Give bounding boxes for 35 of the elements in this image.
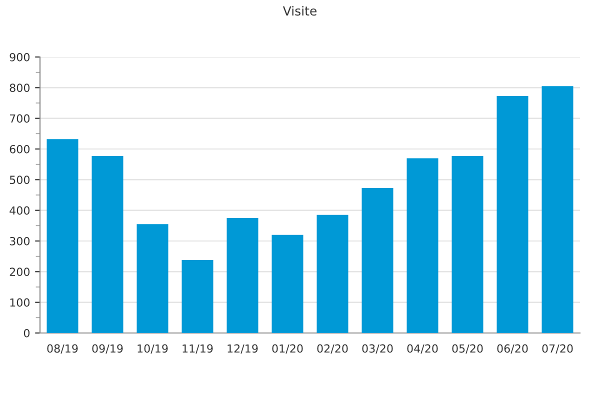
bar — [182, 260, 214, 333]
y-tick-label: 400 — [10, 206, 30, 215]
y-tick-label: 300 — [10, 236, 30, 246]
bar — [316, 214, 348, 333]
bar — [452, 156, 484, 333]
chart-title: Visite — [282, 6, 316, 16]
bar — [496, 96, 528, 333]
x-tick-label: 07/20 — [542, 344, 573, 354]
x-tick-label: 05/20 — [452, 344, 483, 354]
bar — [272, 234, 304, 333]
x-tick-label: 09/19 — [92, 344, 123, 354]
bar — [226, 218, 258, 333]
x-tick-label: 01/20 — [272, 344, 303, 354]
y-tick-label: 900 — [10, 52, 30, 62]
y-tick-label: 200 — [10, 268, 30, 276]
y-tick-label: 600 — [10, 144, 30, 154]
x-tick-label: 06/20 — [497, 344, 528, 354]
y-tick-label: 0 — [24, 328, 30, 338]
x-tick-label: 02/20 — [317, 344, 348, 354]
x-tick-label: 12/19 — [228, 344, 258, 354]
x-tick-label: 03/20 — [362, 344, 393, 354]
bar — [542, 86, 574, 333]
x-tick-label: 10/19 — [138, 344, 168, 354]
bar — [136, 224, 168, 333]
x-tick-label: 11/19 — [182, 344, 213, 354]
y-tick-label: 100 — [10, 298, 30, 307]
y-tick-label: 500 — [10, 176, 30, 184]
y-tick-label: 800 — [10, 84, 30, 92]
bar — [406, 158, 438, 333]
x-tick-label: 04/20 — [407, 344, 438, 354]
bar — [46, 139, 78, 333]
y-tick-label: 700 — [10, 114, 30, 123]
bar — [362, 188, 394, 333]
bar — [92, 156, 124, 333]
x-tick-label: 08/19 — [47, 344, 78, 354]
